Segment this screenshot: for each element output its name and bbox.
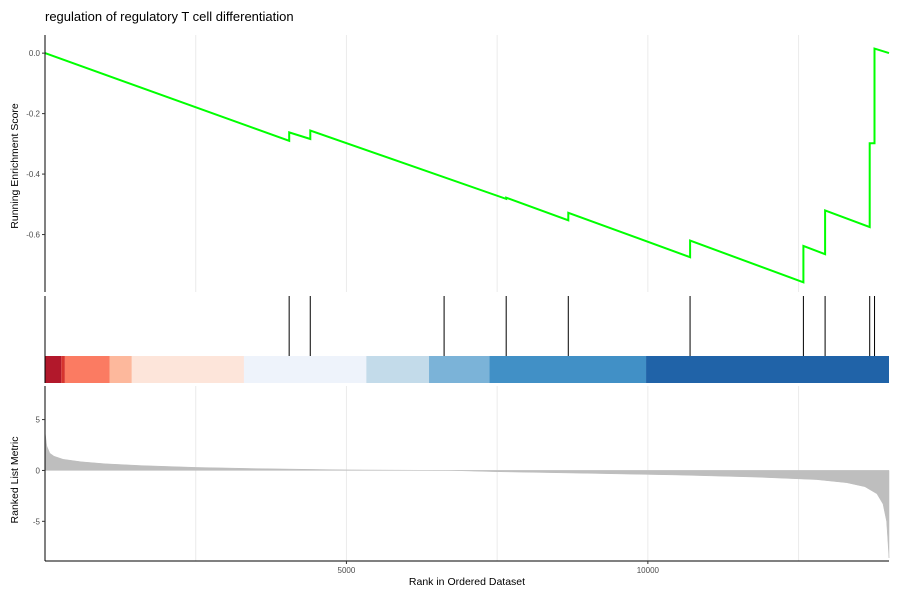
metric-ylabel: Ranked List Metric [9, 437, 21, 524]
score-y-tick-label: 0.0 [29, 49, 41, 58]
metric-y-tick-label: 0 [36, 466, 41, 475]
x-tick-label: 5000 [338, 566, 356, 575]
color-bar-segment [366, 356, 430, 383]
ranked-metric-panel [44, 431, 890, 558]
color-bar-segment [243, 356, 367, 383]
metric-y-tick-label: -5 [33, 517, 41, 526]
running-score-panel [44, 47, 890, 284]
x-tick-label: 10000 [637, 566, 660, 575]
x-axis-label: Rank in Ordered Dataset [409, 576, 525, 588]
color-bar-segment [109, 356, 132, 383]
color-bar-segment [45, 356, 62, 383]
score-ylabel: Running Enrichment Score [9, 103, 21, 229]
color-bar-segment [646, 356, 889, 383]
score-y-tick-label: -0.6 [26, 231, 40, 240]
score-y-tick-label: -0.4 [26, 170, 40, 179]
running-score-line [44, 47, 890, 284]
gridlines [195, 35, 800, 561]
chart-title: regulation of regulatory T cell differen… [45, 9, 294, 24]
rank-color-bar [45, 356, 889, 383]
color-bar-segment [61, 356, 65, 383]
ranked-metric-area [44, 431, 890, 558]
axes [44, 35, 889, 562]
score-y-tick-label: -0.2 [26, 110, 40, 119]
tick-labels: 0.0 -0.2 -0.4 -0.6 5 0 -5 5000 10000 [26, 49, 659, 575]
color-bar-segment [64, 356, 110, 383]
color-bar-segment [489, 356, 647, 383]
color-bar-segment [131, 356, 244, 383]
metric-y-tick-label: 5 [36, 416, 41, 425]
color-bar-segment [429, 356, 490, 383]
